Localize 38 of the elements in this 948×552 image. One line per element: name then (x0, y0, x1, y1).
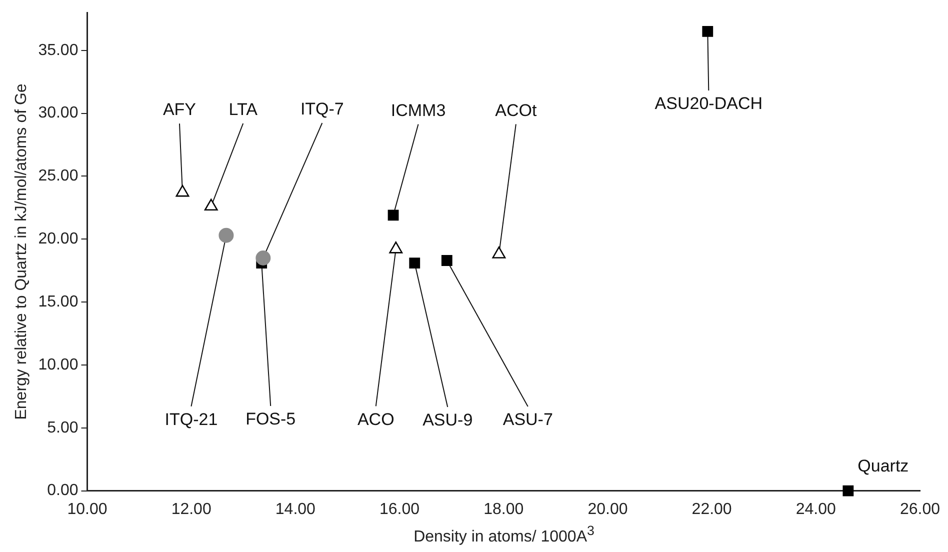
point (441, 255, 452, 266)
y-tick-label: 0.00 (47, 482, 78, 500)
annotation: ACOt (495, 100, 537, 120)
annotation: AFY (162, 100, 196, 120)
annotation: ASU-9 (422, 410, 473, 430)
annotation: ITQ-7 (300, 100, 344, 119)
annotation: ASU20-DACH (654, 94, 762, 114)
y-axis-title: Energy relative to Quartz in kJ/mol/atoms of Ge (13, 84, 30, 420)
annotation: ACO (357, 410, 394, 429)
point (842, 485, 854, 496)
y-tick-label: 25.00 (38, 168, 78, 185)
point (388, 210, 399, 221)
annotation: FOS-5 (246, 410, 296, 429)
point (702, 26, 714, 37)
x-tick-label: 18.00 (484, 500, 524, 518)
x-tick-label: 22.00 (692, 500, 732, 518)
x-tick-label: 10.00 (67, 500, 108, 518)
x-tick-label: 16.00 (380, 500, 420, 518)
x-tick-label: 20.00 (588, 500, 628, 518)
x-axis-title: Density in atoms/ 1000A$^{3}$ (412, 523, 596, 546)
point (256, 250, 271, 266)
annotation: LTA (228, 100, 258, 120)
y-tick-label: 35.00 (38, 42, 78, 59)
y-tick-label: 10.00 (38, 356, 78, 374)
x-tick-label: 12.00 (171, 500, 212, 518)
annotation: ITQ-21 (164, 410, 218, 430)
y-tick-label: 30.00 (38, 104, 78, 122)
point (409, 258, 420, 268)
annotation: ASU-7 (502, 410, 553, 430)
point (218, 228, 234, 243)
y-tick-label: 20.00 (38, 230, 78, 248)
x-tick-label: 14.00 (275, 500, 316, 518)
x-tick-label: 26.00 (900, 500, 940, 518)
y-tick-label: 15.00 (38, 293, 78, 310)
annotation: ICMM3 (390, 100, 446, 120)
x-tick-label: 24.00 (796, 500, 836, 518)
y-tick-label: 5.00 (47, 419, 78, 436)
annotation: Quartz (858, 456, 909, 476)
